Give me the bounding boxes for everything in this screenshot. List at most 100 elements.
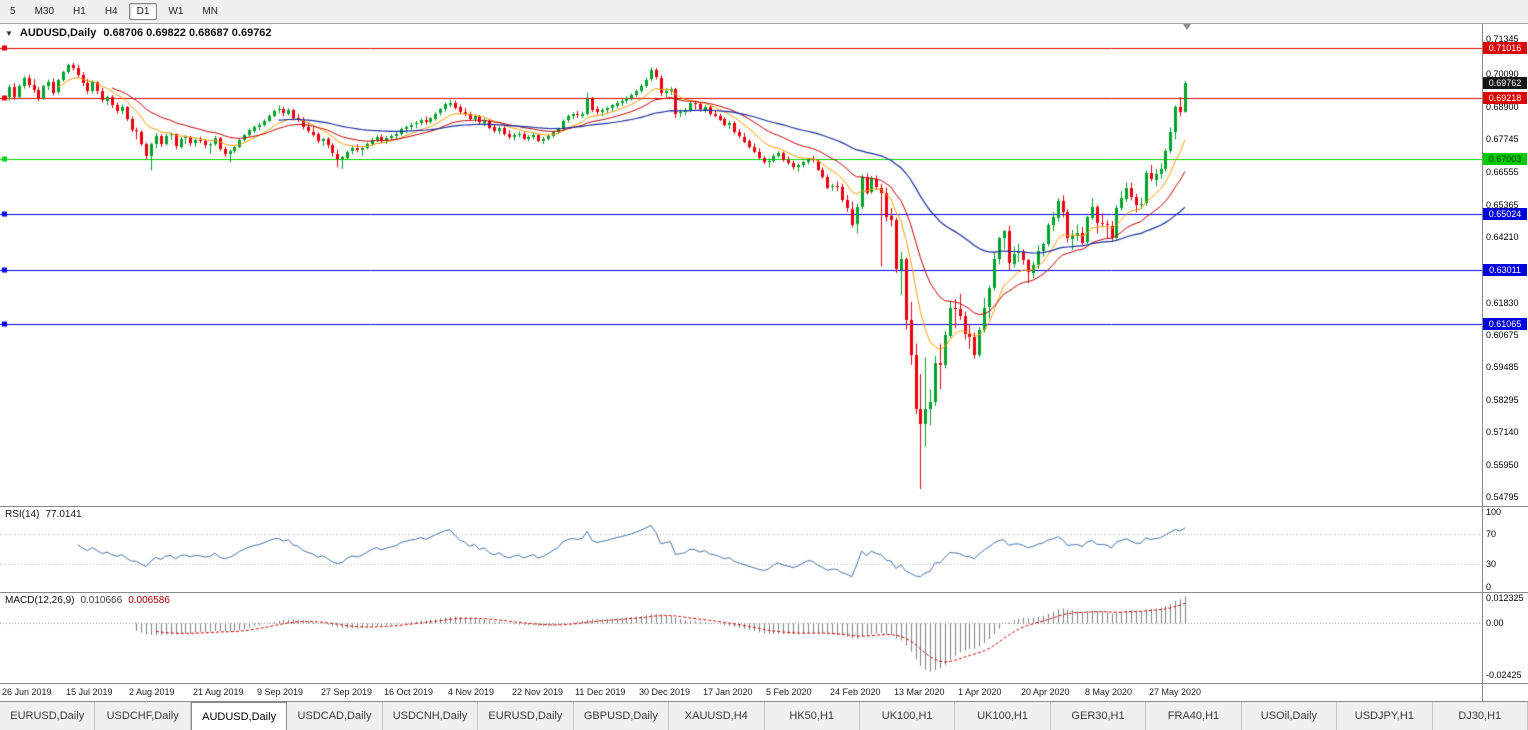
price-tick-label: 0.65365 xyxy=(1486,199,1519,210)
date-tick-label: 24 Feb 2020 xyxy=(830,687,881,697)
timeframe-button-d1[interactable]: D1 xyxy=(128,3,158,20)
price-level-badge: 0.65024 xyxy=(1483,208,1527,220)
date-tick-label: 4 Nov 2019 xyxy=(448,687,495,697)
price-level-badge: 0.63011 xyxy=(1483,264,1527,276)
price-tick-label: 0.71345 xyxy=(1486,33,1519,44)
date-tick-label: 11 Dec 2019 xyxy=(575,687,626,697)
macd-tick-label: 0.012325 xyxy=(1486,593,1524,603)
macd-axis: 0.012325 0.00 -0.02425 xyxy=(1482,593,1528,683)
price-level-badge: 0.61065 xyxy=(1483,318,1527,330)
chart-tab-dj30-h1[interactable]: DJ30,H1 xyxy=(1433,702,1528,730)
rsi-label: RSI(14) 77.0141 xyxy=(5,509,82,520)
date-tick-label: 27 May 2020 xyxy=(1149,687,1202,697)
chart-tab-eurusd-daily[interactable]: EURUSD,Daily xyxy=(0,702,96,730)
date-tick-label: 5 Feb 2020 xyxy=(766,687,812,697)
rsi-tick-label: 70 xyxy=(1486,528,1497,539)
candlestick-chart-canvas[interactable] xyxy=(0,24,1482,506)
date-tick-label: 1 Apr 2020 xyxy=(958,687,1002,697)
price-level-badge: 0.69762 xyxy=(1483,77,1527,89)
macd-label: MACD(12,26,9) 0.010666 0.006586 xyxy=(5,595,170,606)
chart-tab-uk100-h1[interactable]: UK100,H1 xyxy=(955,702,1051,730)
price-level-badge: 0.71016 xyxy=(1483,42,1527,54)
rsi-tick-label: 30 xyxy=(1486,559,1497,570)
chart-tab-ger30-h1[interactable]: GER30,H1 xyxy=(1051,702,1147,730)
rsi-current-value: 77.0141 xyxy=(45,509,82,520)
chart-tab-audusd-daily[interactable]: AUDUSD,Daily xyxy=(190,702,288,730)
price-tick-label: 0.66555 xyxy=(1486,166,1519,177)
chart-tab-usdcad-daily[interactable]: USDCAD,Daily xyxy=(287,702,383,730)
price-tick-label: 0.60675 xyxy=(1486,329,1519,340)
price-tick-label: 0.55950 xyxy=(1486,460,1519,471)
chart-tab-usdchf-daily[interactable]: USDCHF,Daily xyxy=(95,702,191,730)
rsi-chart-canvas[interactable] xyxy=(0,507,1482,592)
chart-tab-uk100-h1[interactable]: UK100,H1 xyxy=(860,702,956,730)
timeframe-button-5[interactable]: 5 xyxy=(10,6,16,17)
macd-name: MACD(12,26,9) xyxy=(5,595,75,606)
timeframe-toolbar: 5 M30 H1 H4 D1 W1 MN xyxy=(0,0,1528,24)
rsi-name: RSI(14) xyxy=(5,509,40,520)
price-tick-label: 0.61830 xyxy=(1486,297,1519,308)
timeframe-button-m30[interactable]: M30 xyxy=(34,6,55,17)
chart-shift-marker-icon xyxy=(1183,24,1191,30)
macd-main-value: 0.010666 xyxy=(80,595,123,606)
chart-tab-eurusd-daily[interactable]: EURUSD,Daily xyxy=(478,702,574,730)
price-chart-panel: ▼ AUDUSD,Daily 0.68706 0.69822 0.68687 0… xyxy=(0,24,1528,506)
date-tick-label: 27 Sep 2019 xyxy=(321,687,373,697)
date-tick-label: 26 Jun 2019 xyxy=(2,687,52,697)
chart-tab-fra40-h1[interactable]: FRA40,H1 xyxy=(1146,702,1242,730)
date-tick-label: 22 Nov 2019 xyxy=(512,687,564,697)
price-tick-label: 0.54795 xyxy=(1486,492,1519,503)
rsi-axis: 100 70 30 0 xyxy=(1482,507,1528,592)
price-level-badge: 0.69218 xyxy=(1483,92,1527,104)
date-axis-row: 26 Jun 2019 15 Jul 2019 2 Aug 2019 21 Aug 2… xyxy=(0,683,1528,701)
timeframe-button-h1[interactable]: H1 xyxy=(73,6,86,17)
price-tick-label: 0.70090 xyxy=(1486,68,1519,79)
chart-tab-hk50-h1[interactable]: HK50,H1 xyxy=(765,702,860,730)
rsi-tick-label: 100 xyxy=(1486,507,1502,517)
price-tick-label: 0.64210 xyxy=(1486,231,1519,242)
price-tick-label: 0.68900 xyxy=(1486,101,1519,112)
macd-signal-value: 0.006586 xyxy=(128,595,170,606)
date-tick-label: 2 Aug 2019 xyxy=(129,687,175,697)
macd-plot: MACD(12,26,9) 0.010666 0.006586 xyxy=(0,593,1482,683)
rsi-plot: RSI(14) 77.0141 xyxy=(0,507,1482,592)
rsi-tick-label: 0 xyxy=(1486,582,1492,592)
chart-tab-usdcnh-daily[interactable]: USDCNH,Daily xyxy=(383,702,479,730)
rsi-indicator-panel: RSI(14) 77.0141 100 70 30 0 xyxy=(0,506,1528,592)
date-tick-label: 30 Dec 2019 xyxy=(639,687,691,697)
macd-indicator-panel: MACD(12,26,9) 0.010666 0.006586 0.012325… xyxy=(0,592,1528,683)
timeframe-button-h4[interactable]: H4 xyxy=(104,6,118,17)
date-tick-label: 9 Sep 2019 xyxy=(257,687,304,697)
date-tick-label: 16 Oct 2019 xyxy=(384,687,434,697)
price-tick-label: 0.67745 xyxy=(1486,133,1519,144)
price-chart-plot: ▼ AUDUSD,Daily 0.68706 0.69822 0.68687 0… xyxy=(0,24,1482,506)
chart-tabbar: EURUSD,Daily USDCHF,Daily AUDUSD,Daily USDC… xyxy=(0,701,1528,730)
price-tick-label: 0.58295 xyxy=(1486,395,1519,406)
chart-symbol-label: AUDUSD,Daily xyxy=(19,27,97,39)
date-tick-label: 15 Jul 2019 xyxy=(66,687,113,697)
chart-tab-usdjpy-h1[interactable]: USDJPY,H1 xyxy=(1337,702,1433,730)
date-tick-label: 21 Aug 2019 xyxy=(193,687,244,697)
macd-chart-canvas[interactable] xyxy=(0,593,1482,683)
date-tick-label: 13 Mar 2020 xyxy=(894,687,945,697)
chart-tab-usoil-daily[interactable]: USOil,Daily xyxy=(1242,702,1338,730)
date-tick-label: 8 May 2020 xyxy=(1085,687,1133,697)
timeframe-button-w1[interactable]: W1 xyxy=(168,6,184,17)
macd-tick-label: 0.00 xyxy=(1486,618,1504,628)
chart-tab-xauusd-h4[interactable]: XAUUSD,H4 xyxy=(669,702,765,730)
price-axis: 0.71345 0.70090 0.68900 0.67745 0.66555 0.653… xyxy=(1482,24,1528,506)
chart-ohlc-values: 0.68706 0.69822 0.68687 0.69762 xyxy=(103,27,272,39)
price-level-badge: 0.67003 xyxy=(1483,153,1527,165)
date-tick-label: 20 Apr 2020 xyxy=(1021,687,1070,697)
date-axis: 26 Jun 2019 15 Jul 2019 2 Aug 2019 21 Aug 2… xyxy=(0,684,1482,701)
chart-dropdown-arrow-icon[interactable]: ▼ xyxy=(5,28,13,38)
chart-tab-gbpusd-daily[interactable]: GBPUSD,Daily xyxy=(574,702,670,730)
timeframe-button-mn[interactable]: MN xyxy=(202,6,218,17)
price-tick-label: 0.57140 xyxy=(1486,427,1519,438)
macd-tick-label: -0.02425 xyxy=(1486,670,1522,681)
date-axis-corner xyxy=(1482,684,1528,701)
price-tick-label: 0.59485 xyxy=(1486,362,1519,373)
date-tick-label: 17 Jan 2020 xyxy=(703,687,753,697)
chart-title: ▼ AUDUSD,Daily 0.68706 0.69822 0.68687 0… xyxy=(5,27,272,39)
